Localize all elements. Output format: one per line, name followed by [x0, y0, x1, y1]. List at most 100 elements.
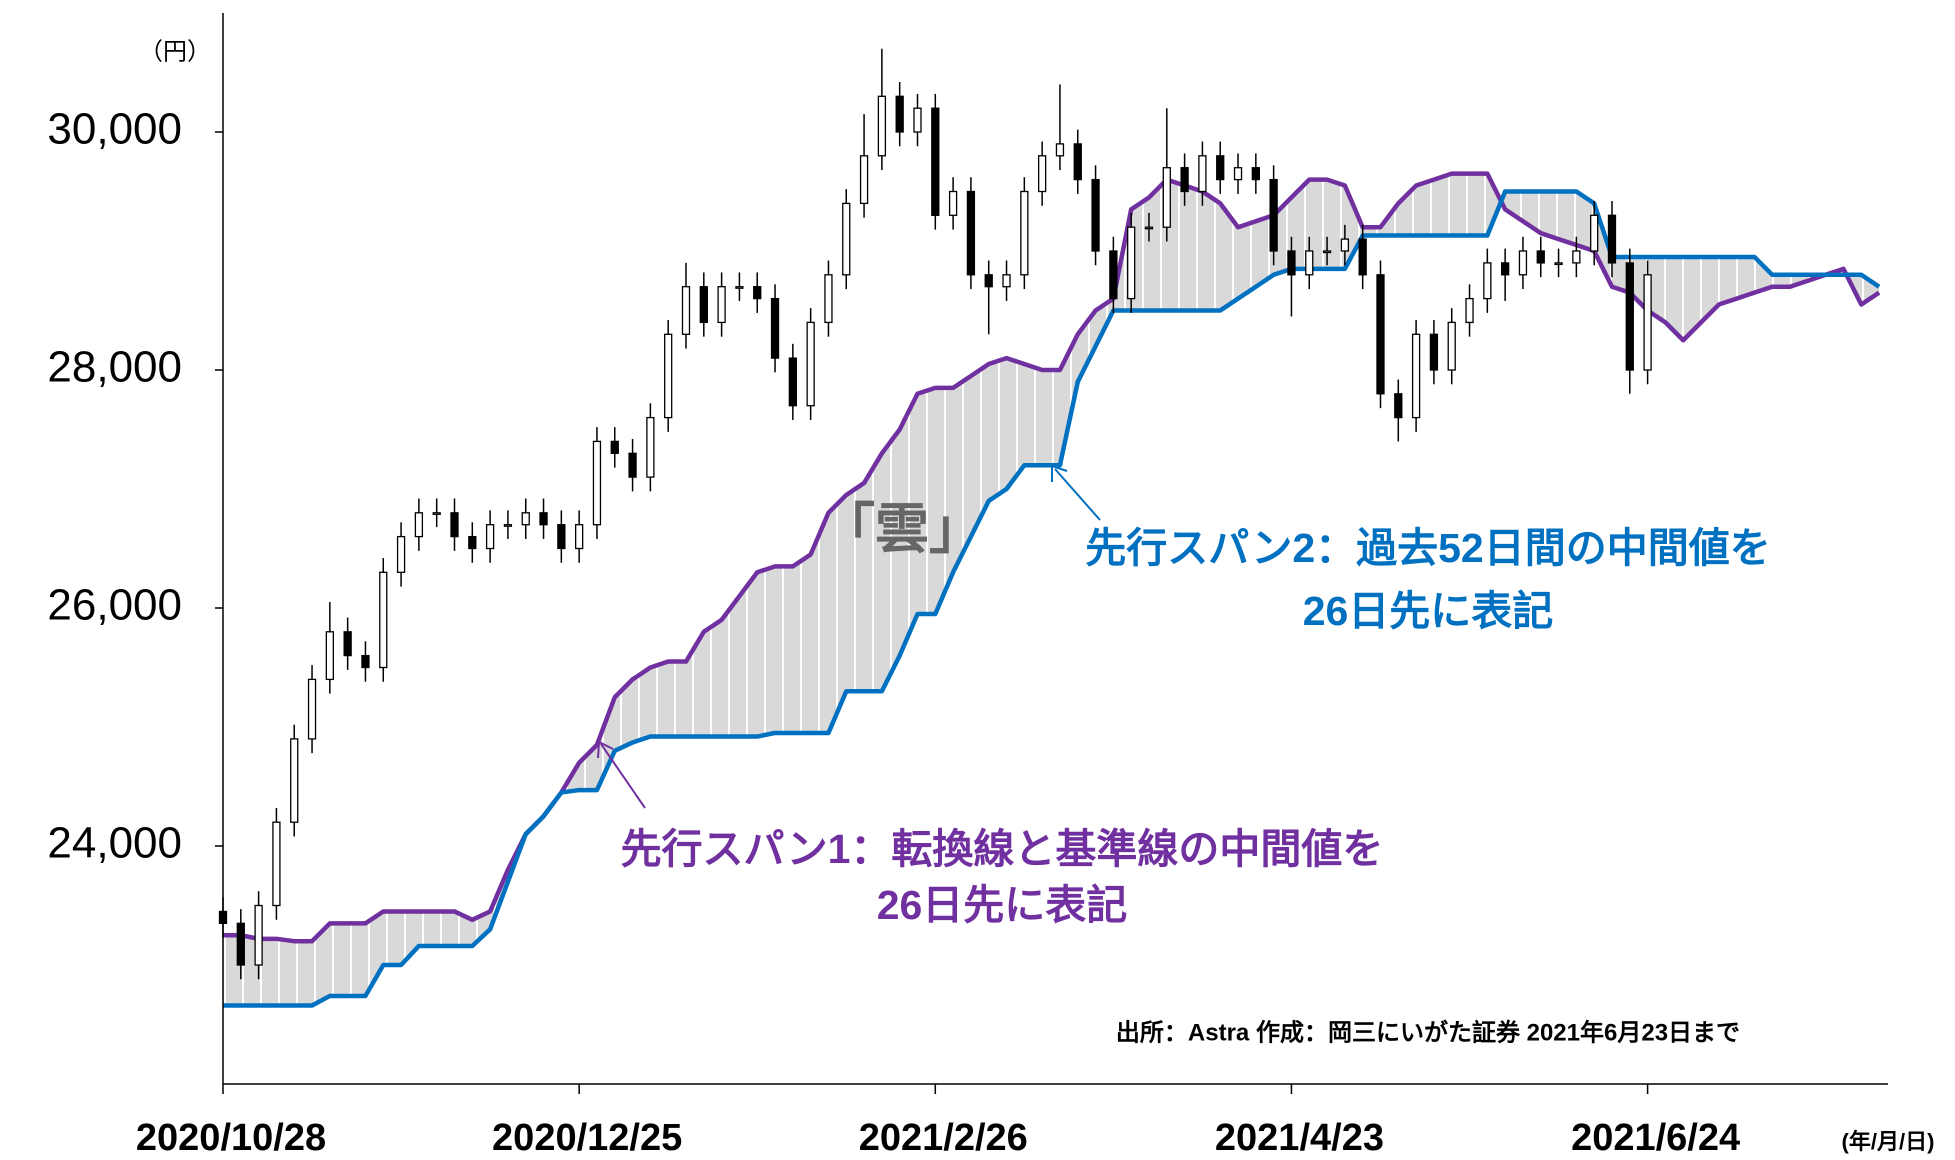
span2-arrowhead: [1051, 464, 1068, 482]
candle-body: [1037, 155, 1047, 193]
candle-body: [1429, 333, 1439, 371]
candle-body: [984, 274, 993, 288]
candle-body: [1109, 250, 1118, 300]
candle-body: [1447, 321, 1456, 371]
candle-body: [361, 654, 370, 669]
candle-body: [379, 571, 388, 669]
candle-body: [1572, 250, 1581, 264]
candle-body: [539, 512, 548, 526]
candle-body: [770, 297, 780, 359]
candle-body: [325, 631, 334, 681]
cloud: [223, 173, 1880, 1006]
candle-body: [931, 107, 940, 216]
candle-body: [735, 286, 744, 289]
candle-body: [1002, 274, 1011, 288]
candle-body: [254, 904, 263, 966]
candle-body: [628, 452, 637, 478]
candle-body: [290, 738, 299, 823]
x-unit: (年/月/日): [1842, 1129, 1935, 1154]
x-tick-label: 2020/10/28: [136, 1117, 326, 1159]
candle-body: [1607, 214, 1617, 264]
candle-body: [1287, 250, 1296, 276]
span-line: [223, 171, 1881, 944]
candle-body: [859, 155, 869, 205]
candle-body: [485, 524, 495, 550]
candle-body: [966, 190, 976, 276]
candle-body: [753, 286, 762, 300]
candle-body: [948, 190, 958, 216]
candle-body: [681, 286, 691, 335]
candle-body: [1483, 262, 1492, 300]
candle-body: [1091, 178, 1100, 252]
candle-body: [1073, 143, 1082, 181]
candle-body: [1411, 333, 1421, 419]
candle-body: [1180, 167, 1189, 193]
candle-body: [396, 535, 406, 573]
candle-body: [1394, 393, 1403, 419]
candle-body: [1162, 167, 1171, 228]
span1-note: 先行スパン1：転換線と基準線の中間値を: [621, 826, 1384, 872]
x-tick-label: 2021/2/26: [859, 1117, 1028, 1159]
candle-body: [557, 524, 566, 550]
span2-note: 先行スパン2：過去52日間の中間値を: [1085, 525, 1770, 571]
candle-body: [1625, 262, 1634, 371]
source-note: 出所：Astra 作成：岡三にいがた証券 2021年6月23日まで: [1116, 1018, 1740, 1046]
candle-body: [1590, 214, 1599, 252]
candle-body: [236, 922, 245, 966]
candle-body: [877, 95, 887, 157]
candle-body: [1536, 250, 1545, 264]
candle-body: [1055, 143, 1065, 157]
candle-body: [592, 440, 602, 526]
candle-body: [1376, 274, 1385, 395]
candle-body: [1216, 155, 1225, 181]
span1-arrowhead: [597, 740, 614, 759]
y-tick-label: 28,000: [47, 343, 182, 392]
candle-body: [1358, 238, 1367, 276]
candle-body: [343, 631, 352, 657]
candle-body: [1269, 178, 1278, 252]
candle-body: [1465, 297, 1474, 324]
candle-body: [1233, 167, 1243, 181]
candle-body: [1643, 274, 1652, 371]
candle-body: [610, 440, 619, 454]
candle-body: [414, 512, 424, 538]
x-tick-label: 2021/4/23: [1215, 1117, 1384, 1159]
x-tick-label: 2021/6/24: [1571, 1117, 1740, 1159]
candle-body: [806, 321, 815, 407]
candle-body: [1322, 250, 1332, 254]
y-tick-label: 24,000: [47, 819, 182, 868]
candle-body: [450, 512, 459, 538]
candle-body: [503, 524, 513, 527]
span1-note: 26日先に表記: [877, 882, 1128, 928]
cloud-label: 「雲」: [821, 499, 983, 559]
candle-body: [272, 821, 281, 907]
candle-body: [699, 286, 708, 324]
candle-body: [307, 678, 317, 740]
candle-body: [824, 274, 833, 324]
candle-body: [1305, 250, 1314, 276]
candle-body: [1518, 250, 1528, 276]
candle-body: [646, 416, 655, 478]
candle-body: [717, 286, 726, 324]
candle-body: [1198, 155, 1207, 193]
candle-body: [913, 107, 922, 133]
y-tick-label: 26,000: [47, 581, 182, 630]
candle-body: [432, 512, 441, 515]
candle-body: [521, 512, 530, 526]
x-tick-label: 2020/12/25: [492, 1117, 682, 1159]
candle-body: [842, 202, 851, 276]
candle-body: [1144, 226, 1154, 230]
y-unit: （円）: [139, 38, 211, 65]
y-tick-label: 30,000: [47, 105, 182, 154]
candle-body: [1500, 262, 1510, 276]
candle-body: [574, 524, 584, 550]
span1-arrow: [600, 743, 646, 809]
candle-body: [1251, 167, 1260, 181]
candle-body: [788, 357, 797, 407]
candle-body: [1127, 226, 1136, 300]
candle-body: [1554, 262, 1563, 266]
candle-body: [895, 95, 904, 133]
candle-body: [664, 333, 673, 419]
candle-body: [468, 535, 477, 550]
